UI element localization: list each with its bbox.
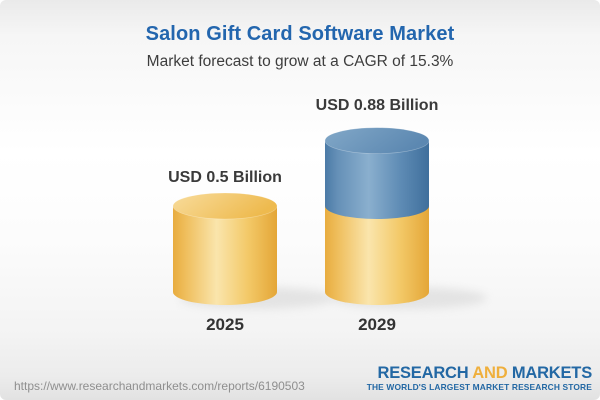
bar-segment-2029-blue <box>325 140 429 219</box>
logo-word-and: AND <box>472 363 508 382</box>
bar-cylinder-2029 <box>324 127 430 305</box>
bar-segment-2025-gold <box>173 206 277 305</box>
research-and-markets-logo: RESEARCH AND MARKETS THE WORLD'S LARGEST… <box>367 364 592 392</box>
bar-cylinder-2025 <box>172 192 278 305</box>
logo-wordmark: RESEARCH AND MARKETS <box>367 364 592 382</box>
page-title: Salon Gift Card Software Market <box>145 23 455 45</box>
bar-value-label-2025: USD 0.5 Billion <box>168 169 282 186</box>
bar-top-face-2025 <box>172 192 278 220</box>
bar-value-label-2029: USD 0.88 Billion <box>315 97 439 114</box>
logo-tagline: THE WORLD'S LARGEST MARKET RESEARCH STOR… <box>366 381 592 392</box>
axis-label-2029: 2029 <box>358 315 396 334</box>
bar-top-face-2029 <box>324 127 430 154</box>
axis-label-2025: 2025 <box>206 315 244 334</box>
bar-segment-2029-gold <box>325 206 429 305</box>
page-subtitle: Market forecast to grow at a CAGR of 15.… <box>146 53 454 70</box>
logo-word-research: RESEARCH <box>377 363 469 382</box>
source-url[interactable]: https://www.researchandmarkets.com/repor… <box>14 379 305 393</box>
logo-word-markets: MARKETS <box>511 363 592 382</box>
